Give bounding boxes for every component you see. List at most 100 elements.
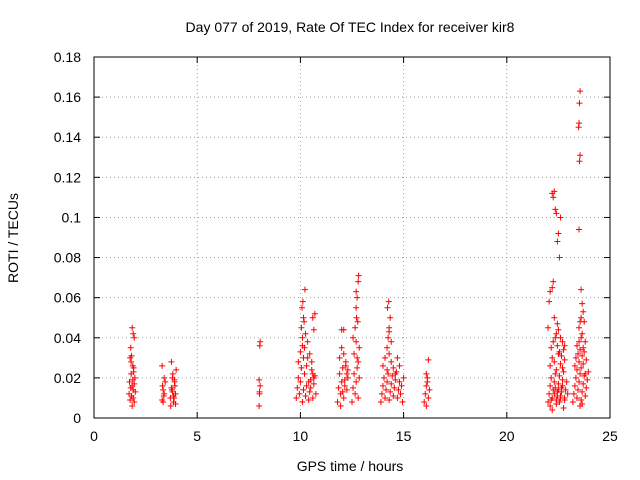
data-point [578,396,585,403]
data-point [387,388,394,395]
data-point [306,388,313,395]
data-point [391,384,398,391]
data-point [303,362,310,369]
data-point [585,368,592,375]
data-point [578,314,585,321]
data-point [342,362,349,369]
data-point [298,324,305,331]
data-point [130,368,137,375]
data-point [422,390,429,397]
data-point [560,404,567,411]
data-point [340,394,347,401]
data-point [552,370,559,377]
data-point [380,374,387,381]
data-point [299,304,306,311]
data-point [572,354,579,361]
data-point [336,370,343,377]
data-point [549,284,556,291]
data-point [386,350,393,357]
data-point [355,394,362,401]
data-point [379,382,386,389]
data-point [257,338,264,345]
data-point [131,374,138,381]
data-point [334,398,341,405]
data-point [295,358,302,365]
y-tick-label: 0.16 [54,89,81,105]
data-point [300,386,307,393]
data-point [580,344,587,351]
data-point [388,338,395,345]
data-point [343,386,350,393]
data-point [421,398,428,405]
data-point [338,344,345,351]
data-point [383,386,390,393]
data-point [554,238,561,245]
data-point [340,350,347,357]
data-point [564,390,571,397]
data-point [169,370,176,377]
data-point [557,334,564,341]
data-point [576,338,583,345]
data-point [552,384,559,391]
data-point [171,382,178,389]
data-point [556,254,563,261]
data-point [423,402,430,409]
data-point [299,334,306,341]
data-point [162,378,169,385]
data-point [297,378,304,385]
data-point [379,362,386,369]
data-point [306,350,313,357]
data-point [570,390,577,397]
data-point [382,394,389,401]
data-point [309,394,316,401]
data-point [173,366,180,373]
data-point [159,362,166,369]
data-point [424,378,431,385]
data-point [547,382,554,389]
data-point [160,386,167,393]
data-point [256,388,263,395]
data-point [389,372,396,379]
data-point [571,362,578,369]
data-point [128,358,135,365]
data-point [385,370,392,377]
data-point [576,226,583,233]
data-point [577,346,584,353]
data-point [400,374,407,381]
data-point [353,304,360,311]
data-point [583,356,590,363]
data-point [293,394,300,401]
data-point [338,378,345,385]
data-point [559,382,566,389]
data-point [351,350,358,357]
y-tick-label: 0.04 [54,330,81,346]
data-point [352,390,359,397]
data-point [551,358,558,365]
data-point [126,378,133,385]
data-point [576,378,583,385]
data-point [557,394,564,401]
y-tick-label: 0.14 [54,129,81,145]
data-point [579,330,586,337]
x-tick-label: 10 [293,428,309,444]
data-point [551,378,558,385]
data-point [355,358,362,365]
data-point [553,330,560,337]
data-point [349,398,355,405]
data-point [423,382,430,389]
chart-title: Day 077 of 2019, Rate Of TEC Index for r… [186,19,515,35]
data-point [354,354,361,361]
data-point [335,384,342,391]
data-point [582,338,589,345]
data-point [300,314,307,321]
data-point [339,388,346,395]
data-point [551,188,558,195]
data-point [557,214,564,221]
data-point [576,358,583,365]
data-point [302,392,309,399]
data-point [353,288,360,295]
data-point [300,354,307,361]
data-point [552,334,559,341]
data-point [356,344,363,351]
data-point [309,370,316,377]
